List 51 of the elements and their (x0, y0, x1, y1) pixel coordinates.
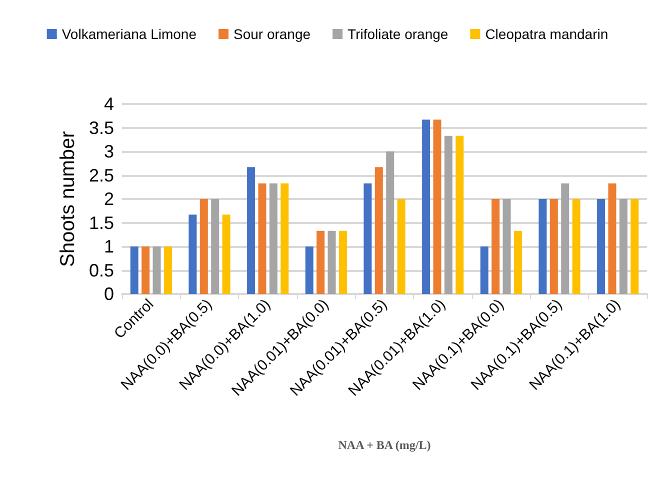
bar (364, 183, 372, 294)
bar (374, 167, 383, 294)
bar (164, 246, 172, 294)
y-axis-title: Shoots number (57, 130, 80, 267)
bar (597, 199, 606, 294)
bar (247, 167, 256, 294)
bar (502, 199, 511, 294)
bar (619, 199, 628, 294)
bar (514, 230, 522, 294)
bar (492, 199, 500, 294)
bar (397, 199, 406, 294)
bar (572, 199, 580, 294)
y-tick-label: 0 (104, 284, 114, 304)
y-tick-label: 2.5 (88, 165, 114, 186)
bar (386, 152, 394, 294)
bar (222, 214, 230, 294)
bar (152, 246, 161, 294)
bar (188, 214, 197, 294)
bar (608, 183, 616, 294)
bar (561, 183, 570, 294)
bar (550, 199, 558, 294)
bar (444, 136, 452, 294)
legend-label: Trifoliate orange (348, 26, 448, 42)
bar (200, 199, 208, 294)
bar (142, 246, 150, 294)
legend-label: Cleopatra mandarin (485, 26, 608, 42)
legend-label: Sour orange (233, 26, 311, 42)
y-tick-label: 3 (104, 142, 114, 162)
y-tick-label: 4 (104, 94, 114, 114)
bar (328, 230, 336, 294)
bar (422, 120, 430, 294)
y-tick-label: 3.5 (88, 118, 114, 138)
bar (211, 199, 220, 294)
bar (630, 199, 639, 294)
x-axis-title: NAA + BA (mg/L) (338, 438, 431, 452)
y-tick-label: 0.5 (88, 260, 114, 280)
legend-label: Volkameriana Limone (62, 26, 197, 42)
bar (280, 183, 289, 294)
y-tick-label: 1.5 (88, 212, 114, 233)
bar (480, 246, 488, 294)
bar (316, 230, 325, 294)
y-tick-label: 1 (104, 236, 114, 256)
bar (538, 199, 547, 294)
bar (305, 246, 314, 294)
bar (433, 120, 442, 294)
bar (269, 183, 278, 294)
bar (130, 246, 138, 294)
bar (456, 136, 464, 294)
bar (338, 230, 347, 294)
y-tick-label: 2 (104, 189, 114, 209)
bar (258, 183, 266, 294)
